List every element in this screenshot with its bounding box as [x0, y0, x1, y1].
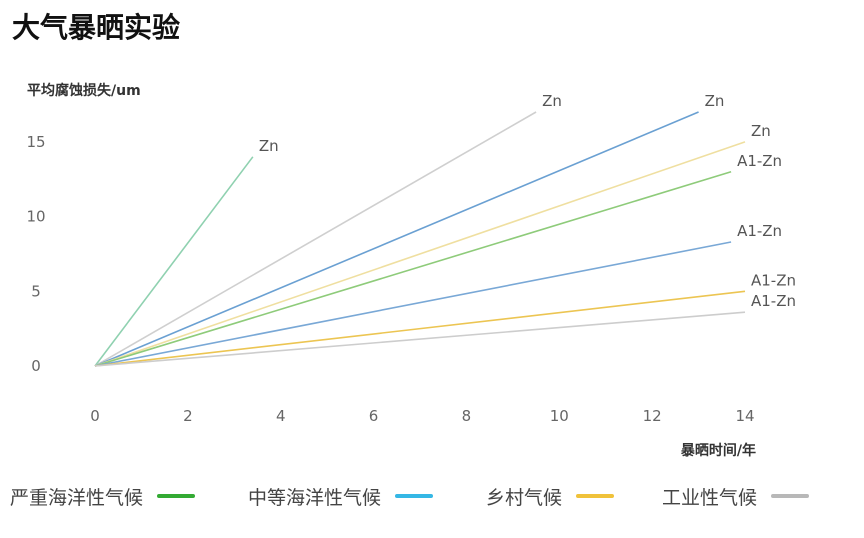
x-tick-label: 8 — [462, 407, 472, 425]
legend-swatch — [395, 494, 434, 498]
page-title: 大气暴晒实验 — [12, 11, 181, 44]
series-end-label: Zn — [705, 92, 725, 110]
x-tick-label: 0 — [90, 407, 100, 425]
legend-label: 工业性气候 — [662, 486, 758, 509]
series-line — [94, 241, 732, 367]
series-end-label: A1-Zn — [751, 292, 796, 310]
y-tick-label: 0 — [31, 357, 41, 375]
legend-label: 中等海洋性气候 — [248, 486, 382, 509]
y-tick-label: 10 — [26, 208, 45, 226]
x-tick-label: 10 — [550, 407, 569, 425]
series-line — [94, 111, 537, 367]
legend-item: 乡村气候 — [486, 480, 615, 512]
legend: 严重海洋性气候 中等海洋性气候 乡村气候 工业性气候 — [0, 480, 864, 512]
legend-swatch — [157, 494, 196, 498]
series-line — [94, 311, 746, 367]
y-tick-label: 15 — [26, 133, 45, 151]
legend-item: 工业性气候 — [662, 480, 810, 512]
legend-item: 严重海洋性气候 — [10, 480, 196, 512]
series-line — [94, 290, 746, 367]
legend-swatch — [771, 494, 810, 498]
x-tick-label: 12 — [643, 407, 662, 425]
x-axis-label: 暴晒时间/年 — [680, 442, 756, 459]
x-tick-label: 6 — [369, 407, 379, 425]
x-tick-label: 2 — [183, 407, 193, 425]
series-end-label: A1-Zn — [737, 222, 782, 240]
series-line — [94, 156, 254, 367]
series-end-label: Zn — [259, 137, 279, 155]
series-end-label: Zn — [542, 92, 562, 110]
legend-item: 中等海洋性气候 — [248, 480, 434, 512]
series-line — [94, 111, 699, 367]
legend-swatch — [576, 494, 615, 498]
series-end-label: Zn — [751, 122, 771, 140]
x-tick-label: 14 — [735, 407, 754, 425]
y-axis-label: 平均腐蚀损失/um — [27, 82, 141, 99]
legend-label: 严重海洋性气候 — [10, 486, 144, 509]
series-line — [94, 170, 732, 367]
x-tick-label: 4 — [276, 407, 286, 425]
series-end-label: A1-Zn — [737, 152, 782, 170]
y-tick-label: 5 — [31, 282, 41, 300]
legend-label: 乡村气候 — [486, 486, 563, 509]
series-line — [94, 141, 746, 367]
series-end-label: A1-Zn — [751, 271, 796, 289]
